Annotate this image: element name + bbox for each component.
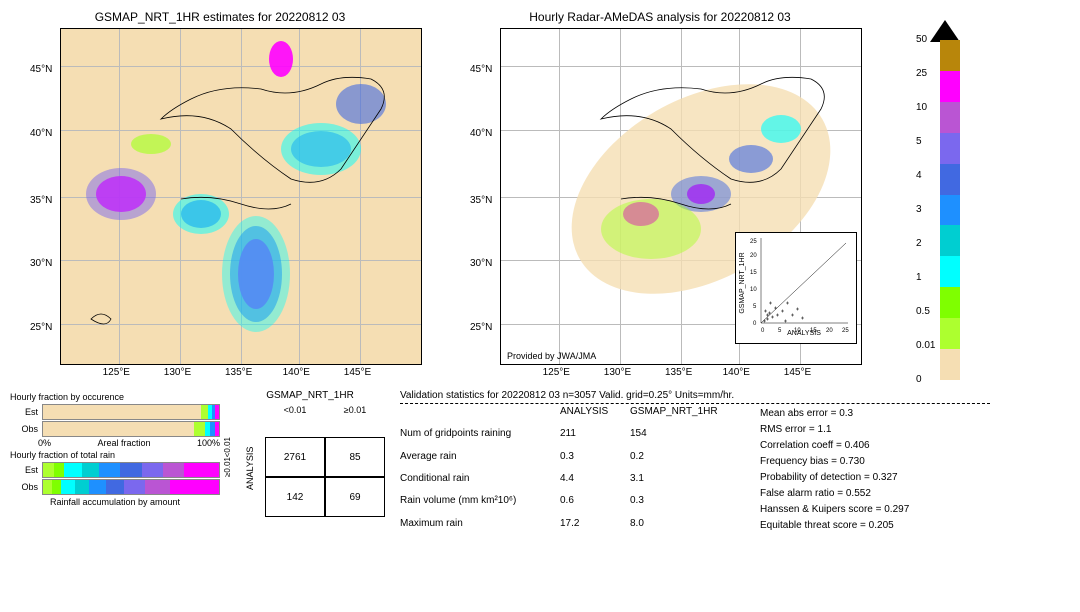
svg-text:20: 20 [750,253,757,259]
occurrence-obs-bar [42,421,220,437]
bars-section: Hourly fraction by occurence Est Obs 0% … [10,390,220,590]
totalrain-title: Hourly fraction of total rain [10,450,220,460]
svg-text:0: 0 [761,328,765,334]
svg-text:20: 20 [826,328,833,334]
map1-title: GSMAP_NRT_1HR estimates for 20220812 03 [10,10,430,24]
occurrence-est-bar [42,404,220,420]
svg-text:15: 15 [810,328,817,334]
validation-stats: Validation statistics for 20220812 03 n=… [400,390,990,590]
scatter-inset: ANALYSIS GSMAP_NRT_1HR 05 1015 2025 05 1… [735,232,857,344]
colorbar-panel: 502510543210.50.010 [890,10,990,380]
svg-text:5: 5 [753,304,757,310]
svg-text:25: 25 [750,239,757,245]
svg-text:10: 10 [794,328,801,334]
svg-text:15: 15 [750,270,757,276]
map2-box: Provided by JWA/JMA ANALYSIS GSMAP_NRT_1… [500,28,862,365]
svg-text:0: 0 [753,321,757,327]
svg-text:GSMAP_NRT_1HR: GSMAP_NRT_1HR [739,252,746,313]
occurrence-title: Hourly fraction by occurence [10,392,220,402]
svg-text:5: 5 [778,328,782,334]
confusion-matrix: GSMAP_NRT_1HR <0.01 ≥0.01 ANALYSIS 2761 … [235,390,385,590]
map-gsmap: GSMAP_NRT_1HR estimates for 20220812 03 [10,10,430,380]
svg-text:10: 10 [750,287,757,293]
svg-text:25: 25 [842,328,849,334]
totalrain-obs-bar [42,479,220,495]
map1-box [60,28,422,365]
map2-title: Hourly Radar-AMeDAS analysis for 2022081… [450,10,870,24]
provided-label: Provided by JWA/JMA [507,351,596,361]
map-radar: Hourly Radar-AMeDAS analysis for 2022081… [450,10,870,380]
totalrain-est-bar [42,462,220,478]
